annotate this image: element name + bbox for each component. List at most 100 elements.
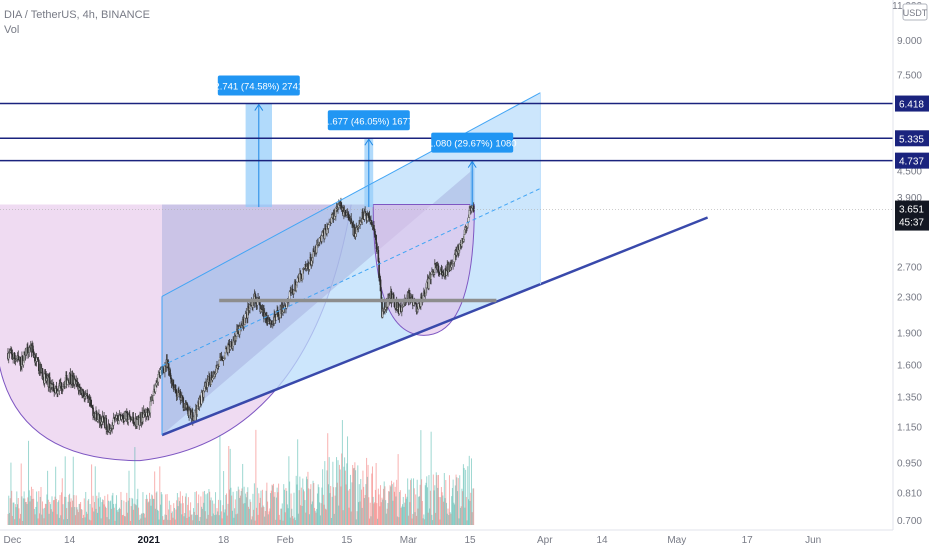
volume-bar <box>309 489 311 525</box>
volume-bar <box>384 486 386 525</box>
volume-bar <box>129 520 131 525</box>
currency-badge[interactable] <box>902 3 928 21</box>
candle-body <box>142 417 144 422</box>
level-badge-bg <box>895 152 929 169</box>
volume-bar <box>89 503 91 525</box>
volume-bar <box>61 478 63 525</box>
volume-bar <box>80 501 82 525</box>
volume-bar <box>73 495 75 525</box>
volume-bar <box>39 513 41 525</box>
volume-bar <box>8 495 10 525</box>
volume-bar <box>465 469 467 525</box>
volume-bar <box>404 502 406 525</box>
channel-lower-line[interactable] <box>161 216 709 437</box>
volume-bar <box>360 478 362 525</box>
volume-bar <box>189 510 191 525</box>
volume-bar <box>375 463 377 525</box>
volume-bar <box>203 502 205 525</box>
volume-bar <box>11 490 13 525</box>
volume-bar <box>55 466 57 525</box>
volume-bar <box>359 501 361 525</box>
volume-bar <box>383 481 385 525</box>
volume-bar <box>440 487 442 525</box>
volume-bar <box>303 491 305 525</box>
volume-bar <box>149 498 151 525</box>
volume-bar <box>346 463 348 525</box>
volume-bar <box>280 508 282 525</box>
volume-bar <box>132 509 134 525</box>
volume-bar <box>128 470 130 525</box>
volume-bar <box>50 509 52 525</box>
volume-bar <box>441 492 443 525</box>
volume-bar <box>28 490 30 525</box>
volume-bar <box>429 490 431 525</box>
volume-bar <box>454 504 456 525</box>
candles[interactable] <box>7 197 475 436</box>
volume-bar <box>433 490 435 525</box>
volume-bar <box>344 470 346 525</box>
candle-body <box>472 205 475 212</box>
volume-bar <box>126 492 128 525</box>
volume-bar <box>33 508 35 525</box>
volume-bar <box>8 512 10 525</box>
volume-bar <box>102 499 104 525</box>
volume-bar <box>319 515 321 525</box>
symbol-title: DIA / TetherUS, 4h, BINANCE <box>4 9 150 21</box>
volume-bar <box>104 495 106 525</box>
volume-bar <box>348 507 350 525</box>
volume-bar <box>402 496 404 525</box>
volume-bar <box>286 490 288 525</box>
volume-bar <box>279 519 281 525</box>
volume-bar <box>107 500 109 525</box>
volume-bar <box>223 512 225 525</box>
currency-badge-label: USDT <box>903 8 928 18</box>
volume-bar <box>468 499 470 525</box>
channel-upper-line[interactable] <box>161 92 541 297</box>
price-axis[interactable]: 11.0009.0007.5004.5003.9002.7002.3001.90… <box>892 0 932 550</box>
y-tick-label: 1.150 <box>897 423 922 434</box>
x-tick-label: Jun <box>805 535 821 546</box>
volume-bar <box>37 518 39 525</box>
volume-bar <box>339 469 341 525</box>
time-axis[interactable]: Dec 14 2021 18 Feb 15 Mar 15 Apr 14 May 17 Jun <box>0 529 893 546</box>
volume-bar <box>252 493 254 525</box>
volume-bar <box>267 501 269 525</box>
volume-bar <box>82 518 84 525</box>
volume-bar <box>395 496 397 525</box>
volume-bar <box>364 494 366 525</box>
volume-bar <box>417 508 419 525</box>
volume-bar <box>25 502 27 525</box>
volume-bar <box>190 514 192 525</box>
volume-bar <box>58 500 60 525</box>
volume-bar <box>20 463 22 525</box>
volume-bar <box>282 520 284 525</box>
volume-bar <box>113 507 115 525</box>
y-tick-label: 0.700 <box>897 516 922 527</box>
annotation-labels[interactable]: 2.741 (74.58%) 2741 1.677 (46.05%) 1677 1.… <box>214 75 517 153</box>
volume-bar <box>378 494 380 525</box>
volume-bar <box>109 501 111 525</box>
candle-body <box>299 273 301 283</box>
volume-bar <box>164 514 166 525</box>
volume-bar <box>23 491 25 525</box>
volume-bar <box>173 507 175 525</box>
volume-bar <box>295 475 297 525</box>
volume-bar <box>175 509 177 525</box>
volume-bar <box>127 512 129 525</box>
volume-bar <box>165 494 167 525</box>
volume-bar <box>311 504 313 525</box>
volume-bar <box>435 472 437 525</box>
volume-bar <box>361 507 363 525</box>
volume-bar <box>260 490 262 525</box>
volume-bar <box>124 516 126 525</box>
volume-bar <box>88 498 90 525</box>
candle-body <box>467 217 470 222</box>
volume-bar <box>40 486 42 525</box>
volume-bar <box>463 467 465 525</box>
volume-bar <box>141 513 143 525</box>
volume-bar <box>400 507 402 525</box>
volume-bar <box>454 485 456 525</box>
volume-bar <box>256 507 258 525</box>
